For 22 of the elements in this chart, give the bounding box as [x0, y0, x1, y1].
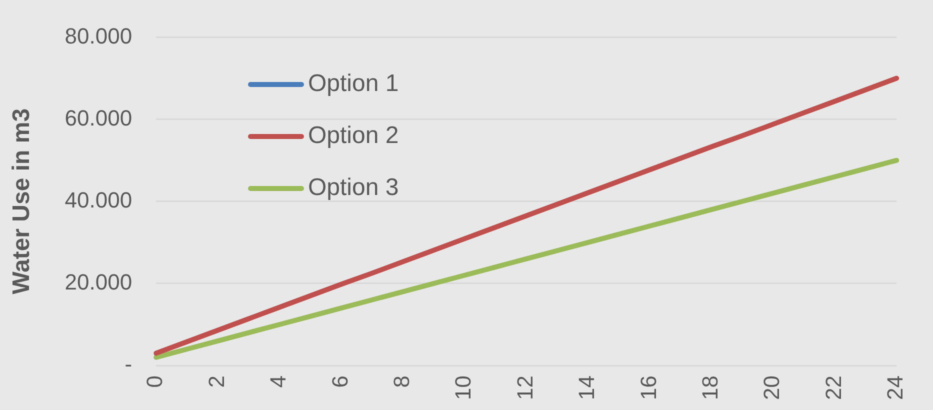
x-tick-label: 20 [759, 376, 784, 400]
legend-label: Option 3 [308, 174, 399, 202]
x-tick-label: 18 [698, 376, 723, 400]
y-tick-label: 60.000 [64, 105, 132, 130]
x-tick-label: 24 [882, 376, 908, 400]
x-tick-label: 0 [142, 376, 168, 388]
y-tick-label: 40.000 [64, 187, 132, 212]
x-tick-label: 6 [327, 376, 352, 388]
y-tick-label: - [124, 352, 132, 377]
x-tick-label: 14 [574, 376, 600, 400]
x-tick-label: 8 [388, 376, 414, 388]
x-tick-label: 4 [266, 376, 291, 388]
x-tick-label: 2 [204, 376, 229, 388]
x-tick-label: 10 [450, 376, 476, 400]
y-tick-label: 20.000 [64, 270, 132, 295]
y-axis-title: Water Use in m3 [8, 108, 36, 294]
x-tick-label: 12 [512, 376, 538, 400]
legend-label: Option 2 [308, 122, 399, 150]
y-tick-label: 80.000 [64, 23, 132, 48]
x-tick-label: 22 [820, 376, 846, 400]
x-tick-label: 16 [636, 376, 661, 400]
legend-label: Option 1 [308, 70, 399, 98]
